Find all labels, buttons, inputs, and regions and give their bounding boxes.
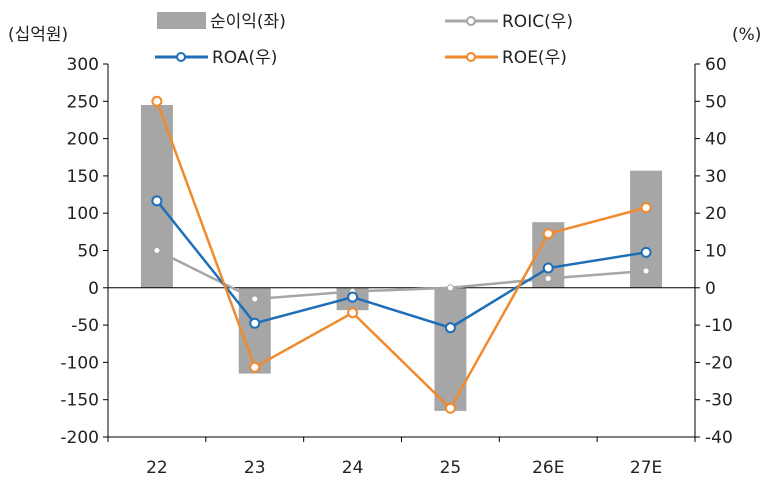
right-tick-label: -30 xyxy=(705,391,733,411)
right-tick-label: -40 xyxy=(705,428,733,448)
point-roa-26E xyxy=(542,262,554,274)
left-tick-label: 200 xyxy=(67,130,99,150)
point-roic-25 xyxy=(446,284,454,292)
point-roe-25 xyxy=(444,402,456,414)
point-roa-23 xyxy=(249,317,261,329)
point-roe-27E xyxy=(640,202,652,214)
left-tick-label: 150 xyxy=(67,167,99,187)
point-roe-26E xyxy=(542,228,554,240)
left-tick-label: 50 xyxy=(77,242,99,262)
legend-swatch-net-income xyxy=(157,12,206,29)
point-roe-22 xyxy=(151,95,163,107)
right-axis-unit-label: (%) xyxy=(732,25,761,45)
right-tick-label: 20 xyxy=(705,204,727,224)
line-roic xyxy=(156,249,647,301)
left-tick-label: 250 xyxy=(67,92,99,112)
left-axis-unit-label: (십억원) xyxy=(8,25,68,45)
right-tick-label: -10 xyxy=(705,316,733,336)
plot-area: 300250200150100500-50-100-150-2006050403… xyxy=(60,55,732,478)
legend-label-net-income: 순이익(좌) xyxy=(210,12,286,32)
legend-label-roe: ROE(우) xyxy=(502,48,567,68)
left-tick-label: 300 xyxy=(67,55,99,75)
right-tick-label: 50 xyxy=(705,92,727,112)
right-tick-label: -20 xyxy=(705,353,733,373)
point-roa-22 xyxy=(151,195,163,207)
x-tick-label-25: 25 xyxy=(440,458,462,478)
legend-marker-roa xyxy=(176,52,186,62)
point-roa-25 xyxy=(444,322,456,334)
legend-marker-roic xyxy=(466,16,476,26)
point-roic-23 xyxy=(251,295,259,303)
left-tick-label: 0 xyxy=(88,279,99,299)
x-tick-label-22: 22 xyxy=(146,458,168,478)
point-roe-24 xyxy=(347,307,359,319)
right-tick-label: 10 xyxy=(705,242,727,262)
point-roic-22 xyxy=(153,247,161,254)
right-tick-label: 30 xyxy=(705,167,727,187)
point-roe-23 xyxy=(249,361,261,373)
point-roic-26E xyxy=(544,274,552,282)
line-roa xyxy=(155,200,647,330)
left-tick-label: -200 xyxy=(60,428,99,448)
left-tick-label: 100 xyxy=(67,204,99,224)
bar-net-income-25 xyxy=(434,287,467,411)
legend: 순이익(좌) ROIC(우) ROA(우) ROE(우) xyxy=(155,12,573,68)
legend-label-roa: ROA(우) xyxy=(212,48,277,68)
x-tick-label-23: 23 xyxy=(244,458,266,478)
right-tick-label: 40 xyxy=(705,130,727,150)
point-roa-27E xyxy=(640,246,652,258)
point-roa-24 xyxy=(347,291,359,303)
x-tick-label-27E: 27E xyxy=(630,458,662,478)
left-tick-label: -100 xyxy=(60,353,99,373)
right-tick-label: 60 xyxy=(705,55,727,75)
left-tick-label: -150 xyxy=(60,391,99,411)
left-tick-label: -50 xyxy=(71,316,99,336)
legend-marker-roe xyxy=(466,52,476,62)
x-tick-label-26E: 26E xyxy=(532,458,564,478)
line-roe xyxy=(155,100,647,411)
legend-label-roic: ROIC(우) xyxy=(502,12,573,32)
point-roic-27E xyxy=(642,267,650,275)
x-tick-label-24: 24 xyxy=(342,458,364,478)
right-tick-label: 0 xyxy=(705,279,716,299)
